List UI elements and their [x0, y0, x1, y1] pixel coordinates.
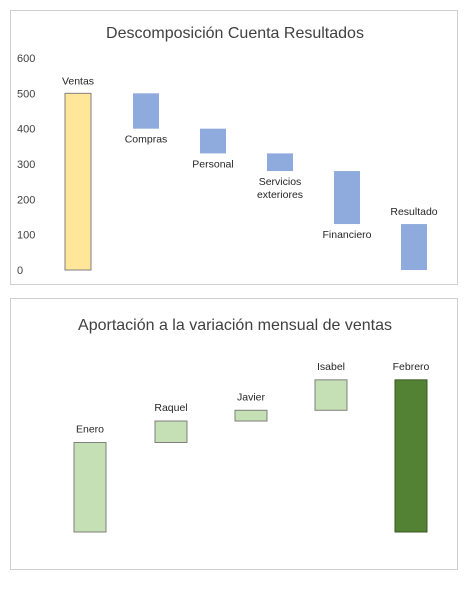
y-tick-label: 100: [17, 230, 35, 242]
bar-label-financiero: Financiero: [322, 229, 371, 241]
bar-label-compras: Compras: [125, 134, 168, 146]
y-tick-label: 200: [17, 194, 35, 206]
bar-servicios-exteriores: [267, 153, 293, 172]
bar-label-ventas: Ventas: [62, 75, 94, 87]
bar-financiero: [334, 171, 360, 225]
chart-title: Aportación a la variación mensual de ven…: [78, 317, 392, 334]
bar-label-resultado: Resultado: [390, 206, 437, 218]
bar-isabel: [314, 379, 348, 411]
y-tick-label: 300: [17, 159, 35, 171]
chart-resultados: Descomposición Cuenta Resultados 0 100 200…: [17, 25, 438, 277]
y-tick-label: 500: [17, 88, 35, 100]
bar-ventas: [64, 92, 92, 271]
bar-febrero: [394, 379, 428, 533]
bar-enero: [73, 442, 107, 533]
bar-javier: [234, 409, 268, 422]
bar-label-servicios-exteriores: Servicios exteriores: [257, 176, 303, 201]
bar-resultado: [401, 224, 427, 270]
chart-panel-variacion: Aportación a la variación mensual de ven…: [10, 298, 458, 570]
bar-label-raquel: Raquel: [154, 402, 187, 414]
chart-title: Descomposición Cuenta Resultados: [106, 25, 364, 42]
bar-raquel: [154, 420, 188, 443]
y-tick-label: 600: [17, 53, 35, 65]
bar-label-javier: Javier: [237, 391, 266, 403]
bar-label-personal: Personal: [192, 158, 233, 170]
bar-compras: [133, 93, 159, 129]
chart-variacion-ventas: Aportación a la variación mensual de ven…: [73, 317, 430, 533]
bar-label-febrero: Febrero: [393, 361, 430, 373]
y-tick-label: 400: [17, 124, 35, 136]
bar-label-isabel: Isabel: [317, 361, 345, 373]
bar-label-enero: Enero: [76, 424, 104, 436]
bar-personal: [200, 128, 226, 154]
chart-panel-resultados: Descomposición Cuenta Resultados 0 100 200…: [10, 10, 458, 285]
y-tick-label: 0: [17, 265, 23, 277]
